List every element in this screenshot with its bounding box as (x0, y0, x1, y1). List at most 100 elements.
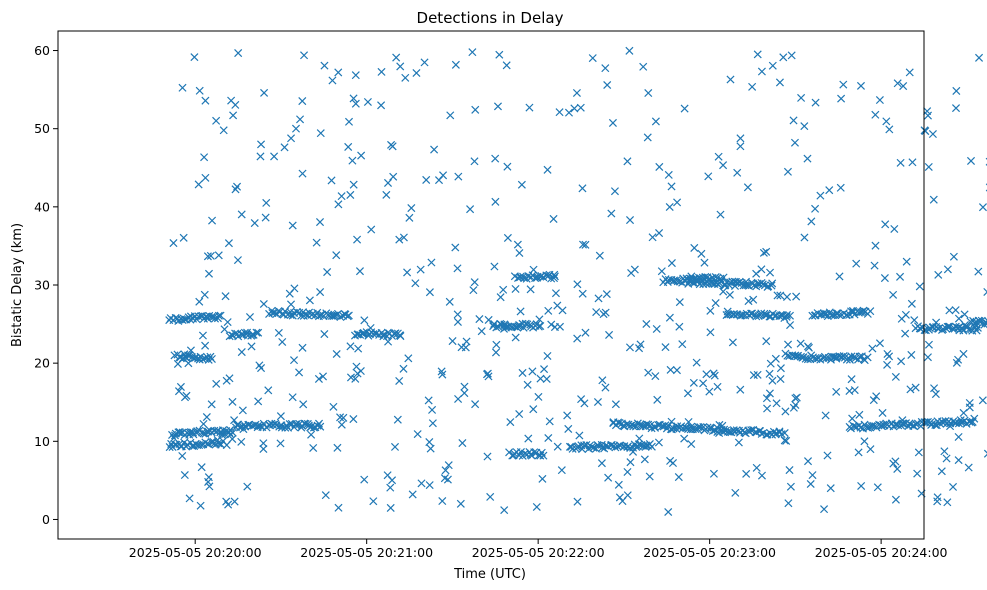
detection-point (501, 323, 511, 332)
detection-point (203, 353, 212, 362)
detection-point (923, 111, 933, 120)
detection-point (713, 382, 722, 391)
detection-point (944, 322, 953, 331)
detection-point (491, 154, 500, 163)
detection-point (719, 161, 728, 170)
detection-point (214, 251, 223, 260)
detection-point (784, 340, 793, 349)
detection-point (614, 480, 623, 489)
detection-point (404, 354, 413, 363)
detection-point (360, 475, 369, 484)
detection-point (391, 329, 400, 338)
detection-point (475, 315, 484, 324)
detection-point (773, 291, 782, 300)
detection-point (645, 472, 654, 481)
detection-point (344, 311, 353, 320)
detection-point (349, 94, 358, 103)
detection-point (859, 306, 868, 315)
detection-point (832, 387, 841, 396)
detection-point (550, 272, 559, 281)
detection-point (471, 400, 480, 409)
detection-point (259, 299, 268, 309)
detection-point (264, 386, 273, 395)
detection-point (336, 312, 345, 322)
detection-point (866, 445, 875, 454)
detection-point (252, 328, 261, 337)
detection-point (943, 498, 952, 507)
detection-point (298, 169, 307, 178)
detection-point (667, 182, 676, 191)
detection-point (666, 456, 675, 465)
detection-point (493, 102, 502, 111)
detection-point (907, 299, 916, 308)
detection-point (200, 290, 209, 299)
detection-point (601, 383, 610, 392)
detection-point (871, 241, 880, 250)
detection-point (808, 471, 817, 480)
detection-point (237, 210, 246, 219)
detection-point (448, 337, 457, 346)
detection-point (515, 248, 524, 258)
detection-point (517, 180, 526, 189)
detection-point (880, 421, 889, 430)
detection-point (945, 306, 954, 315)
detection-point (611, 443, 620, 452)
detection-point (687, 439, 696, 449)
detection-point (445, 297, 454, 306)
detection-point (593, 397, 602, 407)
detection-point (454, 394, 463, 404)
detection-point (902, 257, 911, 266)
detection-point (601, 64, 610, 73)
detection-point (388, 142, 397, 151)
detection-point (185, 494, 194, 503)
detection-point (792, 292, 801, 301)
detection-point (811, 98, 820, 107)
detection-point (965, 403, 974, 412)
detection-point (527, 451, 536, 460)
detection-point (684, 417, 693, 427)
detection-point (680, 104, 689, 113)
detection-point (733, 168, 742, 177)
detection-point (753, 50, 762, 59)
detection-point (862, 423, 871, 432)
x-axis: 2025-05-05 20:20:00 2025-05-05 20:21:00 20… (129, 539, 987, 560)
y-tick-label: 50 (34, 121, 50, 136)
detection-point (731, 488, 740, 497)
detection-point (847, 375, 856, 384)
detection-point (316, 422, 325, 431)
detection-point (860, 437, 869, 446)
detection-point (353, 235, 362, 244)
detection-point (782, 310, 792, 319)
detection-point (204, 269, 214, 278)
detection-point (354, 344, 363, 353)
detection-point (880, 274, 889, 283)
detection-point (451, 60, 460, 69)
detection-point (382, 190, 391, 199)
detection-point (539, 451, 548, 460)
detection-point (204, 477, 213, 486)
detection-point (928, 130, 937, 139)
detection-point (854, 448, 863, 457)
detection-point (200, 153, 209, 162)
detection-point (576, 103, 585, 112)
detection-point (952, 86, 961, 95)
detection-point (202, 413, 211, 422)
detection-point (689, 378, 698, 387)
detection-point (193, 427, 202, 436)
detection-point (195, 355, 204, 364)
detection-point (261, 213, 270, 222)
detection-point (531, 274, 540, 283)
detection-point (951, 306, 960, 315)
detection-point (534, 322, 543, 331)
detection-point (396, 332, 405, 341)
detection-point (172, 440, 181, 449)
detection-point (800, 122, 809, 131)
detection-point (781, 349, 790, 358)
detection-point (875, 339, 884, 348)
detection-point (542, 374, 551, 384)
detection-point (871, 110, 880, 119)
detection-point (610, 187, 619, 196)
detection-point (195, 86, 204, 95)
detection-point (453, 310, 462, 319)
detection-point (550, 323, 559, 332)
